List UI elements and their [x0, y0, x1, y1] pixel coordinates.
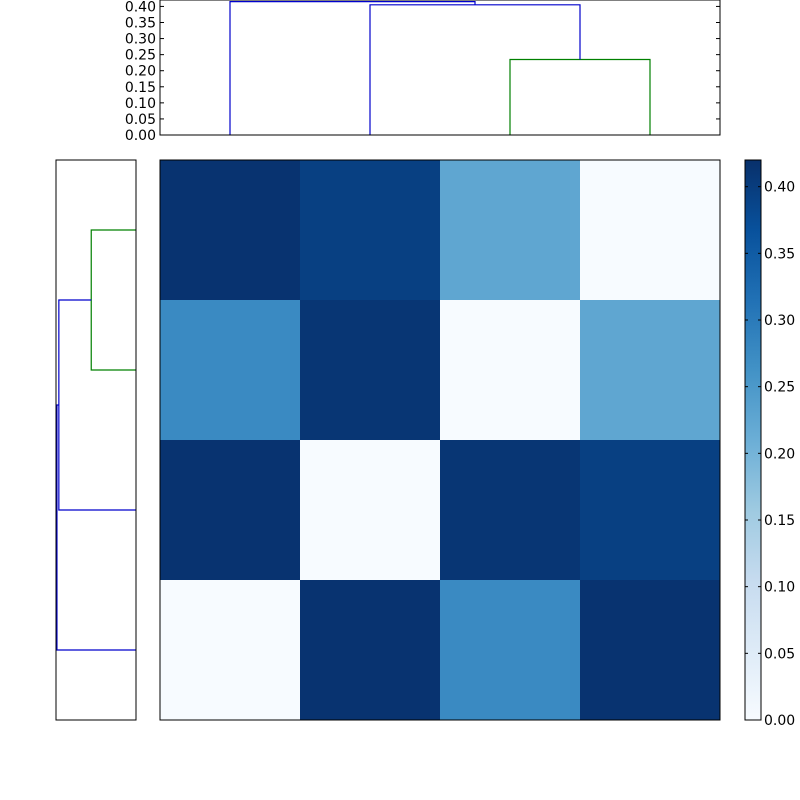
colorbar-gradient [745, 160, 761, 720]
heatmap-cell [440, 440, 581, 581]
top-dendrogram-ytick-label: 0.35 [125, 16, 156, 32]
heatmap-cell [300, 580, 441, 721]
heatmap-cell [580, 160, 721, 301]
heatmap-cell [160, 300, 301, 441]
left-dendrogram-frame [55, 159, 137, 721]
top-dendrogram-ytick-label: 0.00 [125, 128, 156, 144]
heatmap-cell [300, 300, 441, 441]
colorbar: 0.00 0.05 0.10 0.15 0.20 0.25 0.30 0.35 0.40 [744, 159, 795, 729]
top-dendrogram-link-2 [369, 4, 581, 135]
top-dendrogram: 0.000.050.100.150.200.250.300.350.40 [125, 0, 721, 144]
colorbar-tick-label: 0.40 [764, 180, 795, 196]
heatmap-frame [159, 159, 721, 721]
colorbar-tick-label: 0.10 [764, 580, 795, 596]
heatmap-cell [440, 300, 581, 441]
heatmap-cell [160, 160, 301, 301]
heatmap-cell [440, 160, 581, 301]
heatmap [159, 159, 721, 721]
top-dendrogram-ytick-label: 0.05 [125, 112, 156, 128]
top-dendrogram-link-3 [229, 1, 476, 135]
top-dendrogram-ytick-label: 0.40 [125, 0, 156, 15]
left-dendrogram-link-2 [58, 299, 136, 511]
top-dendrogram-frame [159, 0, 721, 136]
top-dendrogram-ytick-label: 0.10 [125, 96, 156, 112]
heatmap-cell [160, 580, 301, 721]
heatmap-cell [160, 440, 301, 581]
top-dendrogram-ytick-label: 0.30 [125, 32, 156, 48]
top-dendrogram-ytick-label: 0.25 [125, 48, 156, 64]
left-dendrogram-link-3 [56, 404, 136, 651]
top-dendrogram-link-1 [509, 58, 651, 135]
left-dendrogram [55, 159, 137, 721]
top-dendrogram-ytick-label: 0.15 [125, 80, 156, 96]
colorbar-tick-label: 0.20 [764, 446, 795, 462]
colorbar-tick-label: 0.35 [764, 246, 795, 262]
heatmap-cell [580, 580, 721, 721]
heatmap-cell [300, 440, 441, 581]
colorbar-frame [744, 159, 762, 721]
heatmap-cell [300, 160, 441, 301]
heatmap-cell [580, 300, 721, 441]
colorbar-tick-label: 0.25 [764, 380, 795, 396]
heatmap-cell [440, 580, 581, 721]
heatmap-cell [580, 440, 721, 581]
colorbar-tick-label: 0.00 [764, 713, 795, 729]
colorbar-tick-label: 0.05 [764, 646, 795, 662]
left-dendrogram-link-1 [90, 229, 136, 371]
colorbar-tick-label: 0.15 [764, 513, 795, 529]
top-dendrogram-ytick-label: 0.20 [125, 64, 156, 80]
colorbar-tick-label: 0.30 [764, 313, 795, 329]
